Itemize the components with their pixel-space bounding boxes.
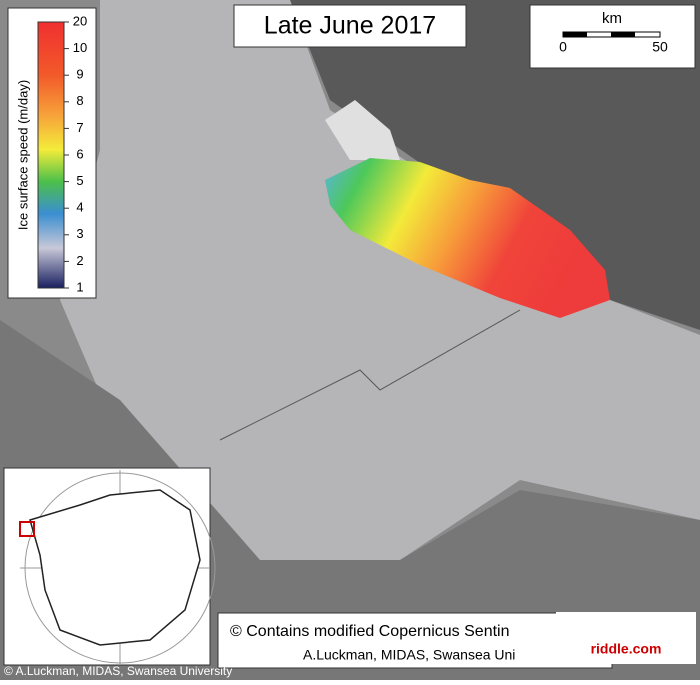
- credit-line: © Contains modified Copernicus Sentin: [230, 623, 510, 640]
- ice-patch: [325, 100, 400, 160]
- colorbar-label: Ice surface speed (m/day): [15, 80, 30, 230]
- scale-bar-segment: [611, 32, 635, 37]
- velocity-field: [325, 158, 610, 318]
- colorbar-tick-label: 9: [76, 67, 83, 82]
- colorbar-tick-label: 20: [73, 13, 87, 28]
- ice-shelf: [60, 0, 700, 560]
- colorbar-tick-label: 8: [76, 93, 83, 108]
- title-box: [233, 4, 467, 48]
- colorbar-tick-label: 1: [76, 279, 83, 294]
- colorbar-tick-label: 10: [73, 40, 87, 55]
- watermark: riddle.com: [591, 641, 662, 657]
- scale-start: 0: [559, 39, 567, 55]
- rift: [219, 309, 521, 441]
- colorbar-tick-label: 2: [76, 253, 83, 268]
- scale-unit: km: [602, 10, 622, 27]
- antarctica: [29, 489, 201, 646]
- inset-marker: [19, 521, 35, 537]
- scale-bar-segment: [563, 32, 587, 37]
- colorbar-tick-label: 6: [76, 146, 83, 161]
- sea: [290, 0, 700, 330]
- footer: © A.Luckman, MIDAS, Swansea University: [4, 664, 232, 678]
- scale-end: 50: [652, 39, 668, 55]
- colorbar-tick-label: 7: [76, 120, 83, 135]
- colorbar-tick-label: 4: [76, 200, 83, 215]
- title: Late June 2017: [264, 12, 436, 40]
- colorbar-tick-label: 5: [76, 173, 83, 188]
- watermark-box: [556, 612, 696, 664]
- colorbar: [37, 21, 65, 289]
- colorbar-tick-label: 3: [76, 226, 83, 241]
- credit-box: [217, 612, 613, 669]
- credit-line: A.Luckman, MIDAS, Swansea Uni: [303, 647, 515, 663]
